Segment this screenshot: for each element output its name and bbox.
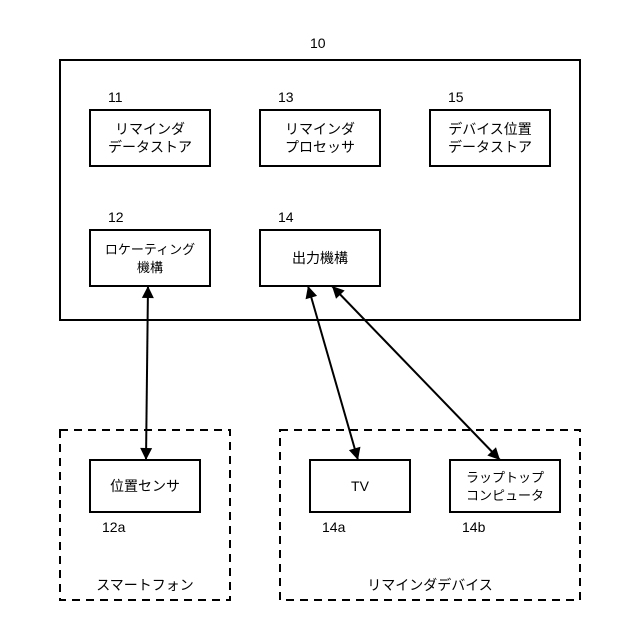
node-13-label2: プロセッサ [285, 139, 355, 155]
group-g1-label: スマートフォン [96, 577, 194, 593]
node-15-label2: データストア [448, 139, 532, 155]
node-12-box [90, 230, 210, 286]
node-14b-label2: コンピュータ [466, 488, 544, 503]
node-15-box [430, 110, 550, 166]
node-14-label1: 出力機構 [292, 250, 348, 266]
node-12a-num: 12a [102, 519, 126, 535]
node-15-label1: デバイス位置 [448, 121, 532, 137]
group-g2-label: リマインダデバイス [367, 577, 493, 593]
node-14b-box [450, 460, 560, 512]
node-12-label2: 機構 [137, 260, 163, 275]
node-11-box [90, 110, 210, 166]
node-15-num: 15 [448, 89, 464, 105]
node-14a-num: 14a [322, 519, 346, 535]
node-13-num: 13 [278, 89, 294, 105]
node-11-label2: データストア [108, 139, 192, 155]
main-container-num: 10 [310, 35, 326, 51]
node-14b-label1: ラップトップ [466, 470, 544, 485]
node-12-label1: ロケーティング [105, 242, 195, 257]
node-12-num: 12 [108, 209, 124, 225]
arrow-head [140, 448, 152, 460]
node-13-box [260, 110, 380, 166]
node-14-num: 14 [278, 209, 294, 225]
node-14a-label1: TV [351, 478, 370, 494]
group-g2-box [280, 430, 580, 600]
node-11-label1: リマインダ [115, 121, 185, 137]
node-11-num: 11 [108, 89, 123, 105]
node-14b-num: 14b [462, 519, 486, 535]
node-13-label1: リマインダ [285, 121, 355, 137]
node-12a-label1: 位置センサ [110, 478, 180, 494]
arrow-head [349, 447, 361, 460]
